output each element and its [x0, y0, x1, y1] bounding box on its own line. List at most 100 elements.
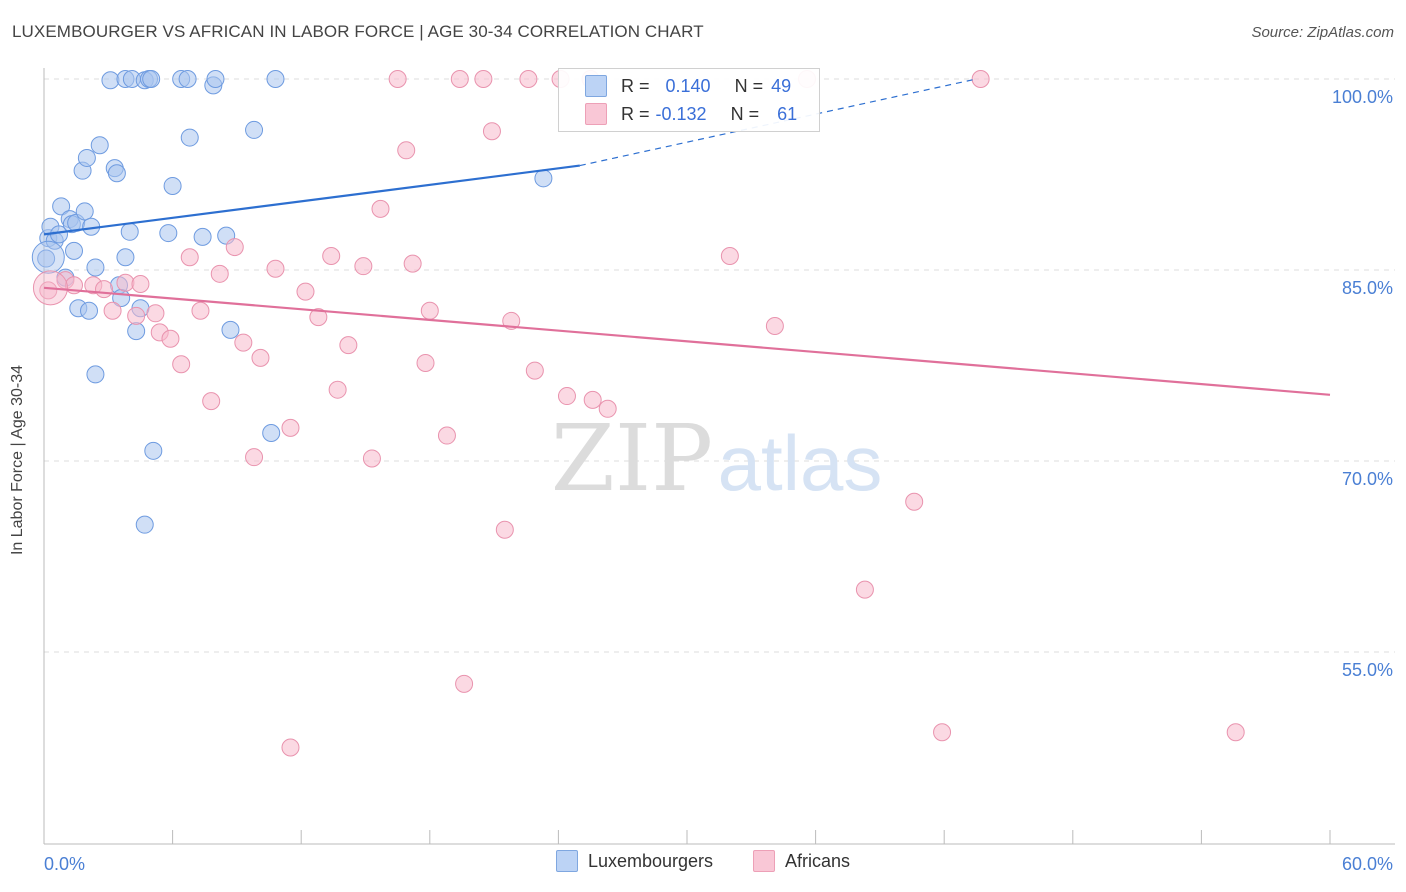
african-point — [127, 306, 146, 325]
luxembourger-point — [206, 70, 225, 88]
luxembourger-point — [127, 322, 146, 341]
african-point — [371, 199, 390, 218]
r-value-africans: -0.132 — [655, 103, 707, 124]
chart-title: LUXEMBOURGER VS AFRICAN IN LABOR FORCE |… — [12, 22, 704, 41]
african-point — [225, 238, 244, 257]
luxembourger-point — [86, 365, 105, 384]
african-point — [191, 301, 210, 320]
r-label: R = — [621, 103, 650, 124]
african-point — [296, 282, 315, 301]
african-point — [525, 361, 544, 380]
african-point — [905, 492, 924, 511]
legend-item-africans[interactable]: Africans — [753, 850, 850, 872]
african-point — [266, 259, 285, 278]
african-point — [437, 426, 456, 445]
african-point — [971, 70, 990, 88]
bottom-legend: Luxembourgers Africans — [0, 850, 1406, 872]
african-point — [416, 353, 435, 372]
african-point — [403, 254, 422, 273]
source-label: Source: ZipAtlas.com — [1251, 24, 1394, 41]
african-point — [397, 141, 416, 160]
african-point — [474, 70, 493, 88]
african-point — [131, 275, 150, 294]
legend-label-luxembourgers: Luxembourgers — [587, 850, 714, 871]
african-point — [251, 348, 270, 367]
luxembourger-point — [101, 71, 120, 90]
african-point — [598, 399, 617, 418]
legend-label-africans: Africans — [785, 850, 851, 871]
african-point — [180, 248, 199, 267]
r-label: R = — [621, 75, 650, 96]
african-point — [95, 280, 114, 299]
luxembourger-point — [245, 120, 264, 139]
y-tick-label: 85.0% — [1342, 278, 1393, 298]
african-point — [362, 449, 381, 468]
luxembourger-point — [77, 148, 96, 167]
legend-item-luxembourgers[interactable]: Luxembourgers — [555, 850, 714, 872]
african-point — [388, 70, 407, 88]
african-point — [455, 674, 474, 693]
n-label: N = — [730, 103, 760, 124]
watermark-zip: ZIP — [551, 405, 713, 512]
african-point — [502, 311, 521, 330]
stats-legend-box: R = 0.140 N = 49 R = -0.132 N = 61 — [558, 68, 820, 132]
luxembourger-point — [135, 515, 154, 534]
n-value-luxembourgers: 49 — [771, 75, 792, 96]
african-point — [339, 336, 358, 355]
x-tick-label-min: 0.0% — [44, 854, 85, 874]
luxembourger-point — [90, 136, 109, 155]
luxembourger-point — [75, 202, 94, 221]
african-point — [1226, 723, 1245, 742]
luxembourger-point — [534, 169, 553, 188]
african-point — [245, 448, 264, 467]
african-point — [103, 301, 122, 320]
watermark-atlas: atlas — [718, 419, 883, 507]
african-point — [354, 257, 373, 276]
y-tick-label: 100.0% — [1332, 87, 1393, 107]
african-point — [146, 304, 165, 323]
luxembourger-point-cluster — [31, 240, 65, 274]
luxembourger-point — [120, 222, 139, 241]
african-point — [482, 122, 501, 141]
african-point — [420, 301, 439, 320]
n-value-africans: 61 — [777, 103, 798, 124]
y-tick-label: 55.0% — [1342, 660, 1393, 680]
luxembourger-point — [144, 441, 163, 460]
stats-row-africans: R = -0.132 N = 61 — [559, 100, 797, 128]
pink-swatch — [585, 103, 607, 125]
african-point — [557, 387, 576, 406]
luxembourger-point — [107, 164, 126, 183]
african-point — [116, 273, 135, 292]
african-point — [210, 264, 229, 283]
grid-lines — [44, 78, 1395, 653]
luxembourger-point — [221, 320, 240, 339]
african-point — [519, 70, 538, 88]
african-point — [720, 246, 739, 265]
african-point — [172, 355, 191, 374]
stats-row-luxembourgers: R = 0.140 N = 49 — [559, 72, 791, 100]
african-point — [933, 723, 952, 742]
axes — [43, 68, 1395, 845]
x-tick-label-max: 60.0% — [1342, 854, 1393, 874]
luxembourger-point — [180, 128, 199, 147]
african-point — [161, 329, 180, 348]
blue-swatch — [585, 75, 607, 97]
luxembourger-point — [37, 249, 56, 268]
african-point — [322, 246, 341, 265]
luxembourger-point — [266, 70, 285, 88]
luxembourger-point — [65, 241, 84, 260]
luxembourger-point — [80, 301, 99, 320]
luxembourger-point — [142, 70, 161, 88]
luxembourger-point — [178, 70, 197, 88]
african-point — [281, 418, 300, 437]
african-point — [281, 738, 300, 757]
y-tick-label: 70.0% — [1342, 469, 1393, 489]
luxembourger-point — [262, 423, 281, 442]
african-point — [583, 390, 602, 409]
african-point — [234, 333, 253, 352]
african-point — [328, 380, 347, 399]
african-point — [202, 392, 221, 411]
legend-swatch-blue — [555, 850, 578, 872]
african-point — [309, 308, 328, 327]
